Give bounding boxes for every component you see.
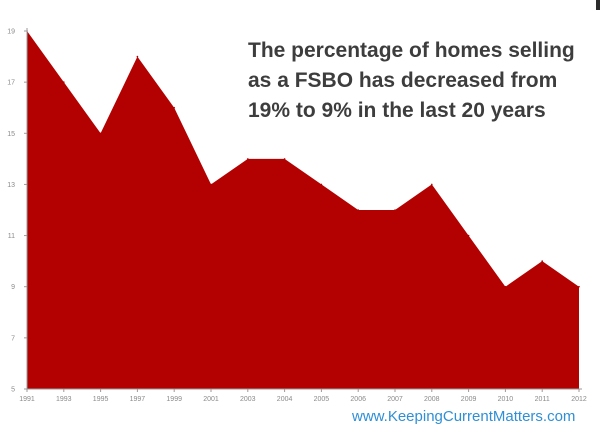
y-tick-label-17: 17 bbox=[7, 80, 15, 87]
chart-title: The percentage of homes selling as a FSB… bbox=[248, 36, 588, 126]
chart-title-line-2: as a FSBO has decreased from bbox=[248, 69, 558, 92]
chart-title-line-3: 19% to 9% in the last 20 years bbox=[248, 99, 546, 122]
y-tick-label-15: 15 bbox=[7, 131, 15, 138]
y-tick-label-19: 19 bbox=[7, 29, 15, 36]
x-tick-label-2006: 2006 bbox=[350, 396, 366, 403]
data-point-1995 bbox=[99, 132, 102, 135]
data-point-2004 bbox=[283, 158, 286, 160]
data-point-2003 bbox=[247, 158, 249, 160]
x-tick-label-1995: 1995 bbox=[93, 396, 109, 403]
x-tick-label-2003: 2003 bbox=[240, 396, 256, 403]
corner-mark bbox=[596, 0, 600, 10]
x-tick-label-1999: 1999 bbox=[166, 396, 182, 403]
fsbo-area-series bbox=[27, 31, 579, 389]
x-tick-label-2008: 2008 bbox=[424, 396, 440, 403]
data-point-2001 bbox=[210, 183, 212, 186]
data-point-1997 bbox=[136, 55, 139, 58]
x-tick-label-2007: 2007 bbox=[387, 396, 403, 403]
axes-layer bbox=[26, 28, 582, 390]
data-point-1999 bbox=[173, 106, 175, 109]
y-tick-label-5: 5 bbox=[11, 387, 15, 394]
chart-title-line-1: The percentage of homes selling bbox=[248, 39, 575, 62]
data-point-2005 bbox=[320, 183, 323, 186]
data-point-2006 bbox=[357, 209, 360, 211]
watermark-url: www.KeepingCurrentMatters.com bbox=[352, 408, 576, 425]
x-tick-label-1993: 1993 bbox=[56, 396, 72, 403]
area-layer bbox=[26, 30, 580, 389]
data-point-2007 bbox=[394, 209, 396, 211]
x-tick-label-2012: 2012 bbox=[571, 396, 587, 403]
x-tick-label-2011: 2011 bbox=[535, 396, 550, 403]
x-tick-label-1991: 1991 bbox=[19, 396, 35, 403]
data-point-2008 bbox=[431, 183, 433, 186]
data-point-2012 bbox=[578, 285, 580, 288]
x-tick-label-2004: 2004 bbox=[277, 396, 293, 403]
x-tick-label-2009: 2009 bbox=[461, 396, 477, 403]
data-point-2009 bbox=[467, 234, 470, 237]
x-tick-label-2001: 2001 bbox=[203, 396, 219, 403]
data-point-1993 bbox=[63, 81, 65, 83]
y-tick-label-7: 7 bbox=[11, 335, 15, 342]
y-tick-label-9: 9 bbox=[11, 284, 15, 291]
x-tick-label-1997: 1997 bbox=[130, 396, 146, 403]
data-point-2011 bbox=[541, 260, 543, 262]
ticks-layer: 5 7 9 11 13 15 17 19 1991 1993 1995 1997 1999 2001 200… bbox=[7, 29, 587, 404]
y-tick-label-11: 11 bbox=[8, 233, 15, 240]
y-tick-label-13: 13 bbox=[7, 182, 15, 189]
x-tick-label-2010: 2010 bbox=[498, 396, 514, 403]
x-tick-label-2005: 2005 bbox=[314, 396, 330, 403]
data-point-2010 bbox=[504, 285, 507, 288]
